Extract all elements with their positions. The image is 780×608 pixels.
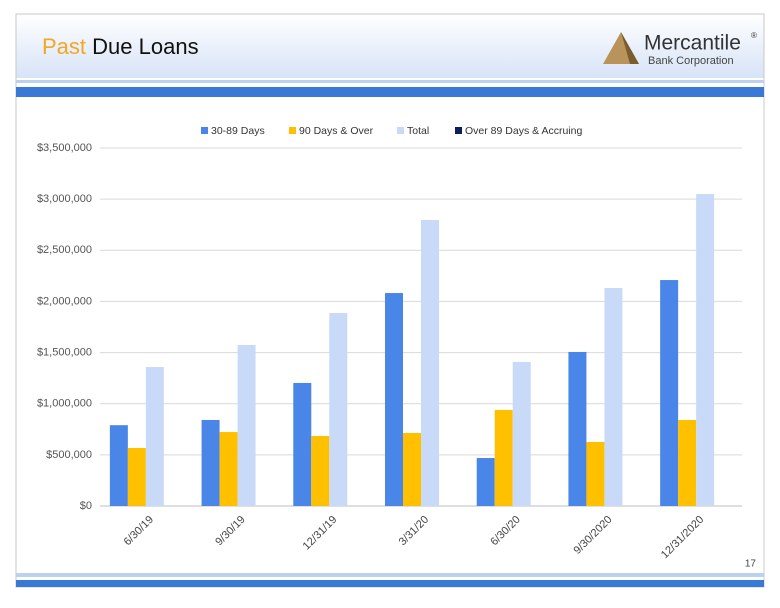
bar bbox=[403, 432, 421, 506]
bar bbox=[385, 293, 403, 506]
y-tick-label: $2,500,000 bbox=[37, 244, 92, 256]
bar bbox=[109, 425, 128, 506]
logo-name: Mercantile bbox=[644, 32, 741, 55]
x-tick-label: 12/31/19 bbox=[301, 514, 340, 553]
legend-label: Total bbox=[407, 125, 429, 137]
logo-sub: Bank Corporation bbox=[648, 55, 734, 67]
bar bbox=[476, 458, 495, 506]
header-band bbox=[16, 14, 764, 78]
bar bbox=[329, 312, 348, 506]
legend-label: 30-89 Days bbox=[211, 125, 265, 137]
y-tick-label: $0 bbox=[80, 500, 92, 512]
slide-title: Past Due Loans bbox=[42, 34, 199, 59]
bar bbox=[127, 448, 146, 506]
x-tick-label: 6/30/20 bbox=[488, 514, 522, 548]
x-tick-label: 3/31/20 bbox=[397, 514, 431, 548]
bar bbox=[660, 280, 679, 506]
legend-swatch bbox=[201, 127, 208, 134]
logo-mark: ® bbox=[751, 31, 757, 40]
legend-swatch bbox=[397, 127, 404, 134]
bar bbox=[604, 288, 623, 506]
stripe bbox=[16, 580, 764, 587]
legend-swatch bbox=[455, 127, 462, 134]
bar bbox=[219, 432, 238, 506]
y-tick-label: $3,000,000 bbox=[37, 193, 92, 205]
chart: $0 $500,000 $1,000,000 $1,500,000 $2,000,000… bbox=[37, 125, 742, 561]
bar bbox=[145, 366, 164, 506]
stripe bbox=[16, 573, 764, 577]
bar bbox=[512, 361, 531, 506]
bar bbox=[201, 419, 220, 506]
title-accent: Past bbox=[42, 34, 86, 59]
title: Due Loans bbox=[92, 34, 198, 59]
bar bbox=[678, 419, 697, 506]
legend-label: Over 89 Days & Accruing bbox=[465, 125, 582, 137]
y-tick-label: $1,500,000 bbox=[37, 346, 92, 358]
bar bbox=[696, 194, 715, 506]
bar bbox=[586, 441, 605, 506]
bar bbox=[311, 436, 330, 506]
legend-label: 90 Days & Over bbox=[299, 125, 374, 137]
y-tick-label: $3,500,000 bbox=[37, 142, 92, 154]
x-tick-label: 12/31/2020 bbox=[659, 514, 706, 561]
x-tick-label: 6/30/19 bbox=[122, 514, 156, 548]
y-tick-label: $2,000,000 bbox=[37, 295, 92, 307]
bar bbox=[293, 382, 312, 506]
x-tick-label: 9/30/19 bbox=[213, 514, 247, 548]
bar bbox=[421, 220, 439, 506]
stripe bbox=[16, 87, 764, 97]
x-tick-label: 9/30/2020 bbox=[572, 514, 615, 557]
y-tick-label: $1,000,000 bbox=[37, 398, 92, 410]
stripe bbox=[16, 80, 764, 83]
bar bbox=[237, 345, 256, 506]
logo-icon bbox=[621, 32, 639, 64]
page-number: 17 bbox=[745, 559, 757, 570]
legend-swatch bbox=[289, 127, 296, 134]
bar bbox=[568, 351, 587, 506]
bar bbox=[494, 409, 513, 506]
y-tick-label: $500,000 bbox=[46, 449, 92, 461]
